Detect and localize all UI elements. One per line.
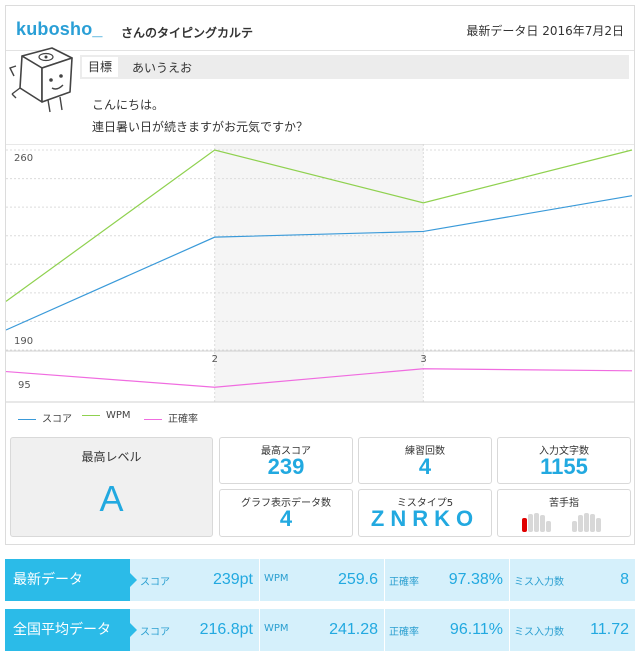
series-line-wpm bbox=[6, 149, 633, 302]
average-accuracy-cell: 正確率 96.11% bbox=[385, 609, 510, 651]
latest-wpm-cell: WPM 259.6 bbox=[260, 559, 385, 601]
average-score-value: 216.8pt bbox=[199, 621, 253, 638]
legend-accuracy: 正確率 bbox=[144, 410, 198, 425]
practice-count-value: 4 bbox=[418, 454, 432, 479]
chart-shaded-band bbox=[214, 144, 424, 402]
weak-finger-hands-icon bbox=[522, 513, 601, 532]
series-line-accuracy bbox=[6, 368, 633, 388]
graph-points-value: 4 bbox=[279, 506, 293, 531]
max-level-label: 最高レベル bbox=[81, 450, 142, 464]
weak-finger-tile: 苦手指 bbox=[497, 489, 631, 537]
karte-header: kubosho_ さんのタイピングカルテ 最新データ日 2016年7月2日 bbox=[6, 6, 634, 51]
series-line-score bbox=[6, 195, 633, 331]
input-chars-tile: 入力文字数 1155 bbox=[497, 437, 631, 484]
latest-data-strip: 最新データ スコア 239pt WPM 259.6 正確率 97.38% ミス入… bbox=[5, 559, 635, 601]
legend-wpm: WPM bbox=[82, 410, 131, 421]
latest-score-label: スコア bbox=[140, 577, 170, 588]
average-miss-cell: ミス入力数 11.72 bbox=[510, 609, 635, 651]
karte-title: さんのタイピングカルテ bbox=[121, 26, 254, 40]
latest-miss-value: 8 bbox=[620, 571, 629, 588]
latest-data-arrow bbox=[130, 573, 137, 587]
average-miss-value: 11.72 bbox=[590, 621, 629, 638]
input-chars-value: 1155 bbox=[540, 454, 588, 479]
input-chars-label: 入力文字数 bbox=[539, 446, 589, 457]
average-accuracy-value: 96.11% bbox=[449, 621, 503, 638]
latest-miss-cell: ミス入力数 8 bbox=[510, 559, 635, 601]
max-level-tile: 最高レベル A bbox=[10, 437, 213, 537]
progress-chart-svg: 260 190 2 3 95 bbox=[6, 144, 634, 403]
latest-score-value: 239pt bbox=[212, 571, 253, 588]
weak-finger-label: 苦手指 bbox=[549, 498, 579, 509]
mistype-top5-tile: ミスタイプ5 ZNRKO bbox=[358, 489, 492, 537]
x-tick-label: 2 bbox=[212, 354, 218, 365]
top-score-tile: 最高スコア 239 bbox=[219, 437, 353, 484]
username-link[interactable]: kubosho_ bbox=[16, 19, 103, 39]
mascot-icon bbox=[9, 47, 73, 113]
goal-row: 目標 あいうえお bbox=[80, 55, 629, 79]
national-average-strip: 全国平均データ スコア 216.8pt WPM 241.28 正確率 96.11… bbox=[5, 609, 635, 651]
y-tick-label-bottom: 190 bbox=[14, 336, 33, 347]
latest-date: 最新データ日 2016年7月2日 bbox=[466, 24, 624, 38]
goal-label: 目標 bbox=[82, 57, 118, 77]
practice-count-tile: 練習回数 4 bbox=[358, 437, 492, 484]
graph-points-tile: グラフ表示データ数 4 bbox=[219, 489, 353, 537]
latest-accuracy-value: 97.38% bbox=[448, 571, 503, 588]
average-wpm-value: 241.28 bbox=[329, 621, 378, 638]
national-average-title: 全国平均データ bbox=[5, 609, 130, 651]
latest-accuracy-label: 正確率 bbox=[389, 577, 419, 588]
latest-wpm-label: WPM bbox=[264, 573, 289, 584]
graph-points-label: グラフ表示データ数 bbox=[241, 498, 331, 509]
y-tick-label-accuracy: 95 bbox=[18, 380, 31, 391]
y-tick-label-top: 260 bbox=[14, 153, 33, 164]
mistype-top5-label: ミスタイプ5 bbox=[396, 498, 454, 509]
average-accuracy-label: 正確率 bbox=[389, 627, 419, 638]
x-tick-label: 3 bbox=[420, 354, 426, 365]
top-score-value: 239 bbox=[267, 454, 305, 479]
national-average-arrow bbox=[130, 623, 137, 637]
latest-accuracy-cell: 正確率 97.38% bbox=[385, 559, 510, 601]
practice-count-label: 練習回数 bbox=[405, 446, 445, 457]
greeting-line-2: 連日暑い日が続きますがお元気ですか？ bbox=[92, 120, 309, 134]
top-score-label: 最高スコア bbox=[261, 446, 311, 457]
progress-chart: 260 190 2 3 95 スコア WPM 正確率 bbox=[6, 144, 634, 429]
latest-miss-label: ミス入力数 bbox=[514, 577, 564, 588]
average-wpm-label: WPM bbox=[264, 623, 289, 634]
average-wpm-cell: WPM 241.28 bbox=[260, 609, 385, 651]
max-level-value: A bbox=[99, 478, 124, 519]
latest-score-cell: スコア 239pt bbox=[136, 559, 260, 601]
greeting-line-1: こんにちは。 bbox=[92, 98, 165, 112]
legend-score: スコア bbox=[18, 410, 72, 425]
average-score-cell: スコア 216.8pt bbox=[136, 609, 260, 651]
mistype-top5-value: ZNRKO bbox=[370, 506, 480, 531]
average-score-label: スコア bbox=[140, 627, 170, 638]
latest-data-title: 最新データ bbox=[5, 559, 130, 601]
average-miss-label: ミス入力数 bbox=[514, 627, 564, 638]
goal-text: あいうえお bbox=[132, 61, 193, 75]
latest-wpm-value: 259.6 bbox=[337, 571, 378, 588]
